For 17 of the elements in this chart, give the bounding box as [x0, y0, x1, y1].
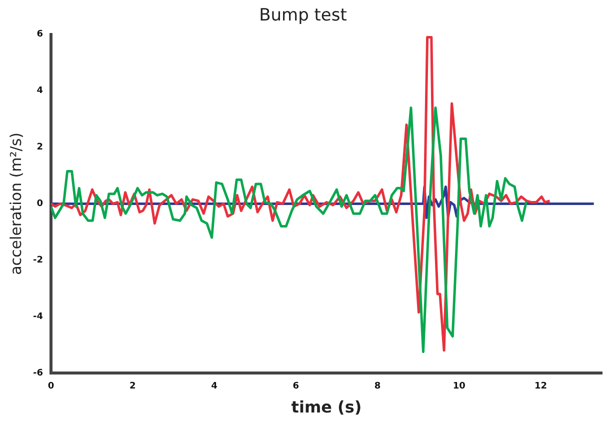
y-tick-label: 0	[36, 199, 43, 210]
chart-title: Bump test	[259, 6, 348, 26]
y-tick-label: 4	[36, 86, 43, 96]
x-tick-label: 6	[292, 382, 300, 392]
x-tick-label: 4	[211, 382, 218, 392]
y-tick-label: 2	[36, 142, 43, 153]
x-tick-label: 2	[129, 382, 136, 392]
y-axis-title: acceleration (m²/s)	[6, 132, 25, 275]
x-tick-label: 10	[452, 382, 466, 392]
y-tick-label: -4	[33, 312, 43, 322]
y-tick-label: 6	[36, 30, 43, 40]
y-tick-label: -2	[33, 255, 43, 266]
x-axis-title: time (s)	[291, 398, 362, 417]
x-tick-label: 0	[48, 382, 54, 392]
y-tick-label: -6	[33, 368, 43, 378]
x-tick-label: 8	[374, 382, 381, 392]
x-tick-label: 12	[534, 382, 548, 392]
